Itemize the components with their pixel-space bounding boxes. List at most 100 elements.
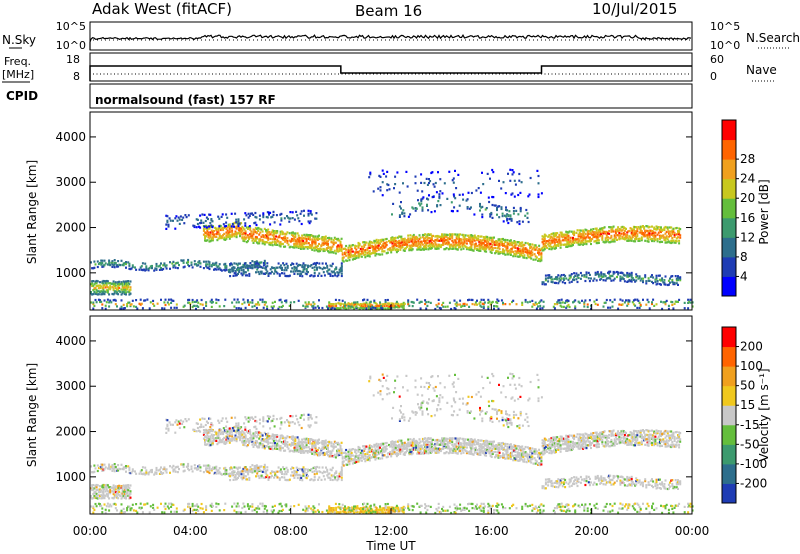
power-echo xyxy=(540,252,543,255)
power-echo xyxy=(328,236,331,239)
power-echo xyxy=(111,263,114,266)
power-echo xyxy=(246,234,249,237)
velocity-echo xyxy=(409,441,412,444)
power-echo xyxy=(441,233,443,236)
power-echo xyxy=(323,238,326,241)
power-echo xyxy=(373,241,376,244)
power-echo xyxy=(313,249,316,252)
velocity-echo xyxy=(419,447,422,450)
velocity-echo xyxy=(253,434,256,437)
power-echo xyxy=(278,242,281,245)
power-echo xyxy=(520,181,523,184)
velocity-echo xyxy=(246,438,249,441)
velocity-echo xyxy=(448,449,451,453)
power-echo xyxy=(218,263,221,266)
velocity-echo xyxy=(342,451,345,454)
power-echo xyxy=(322,238,325,241)
power-echo xyxy=(376,241,379,244)
power-echo xyxy=(656,233,659,236)
power-echo xyxy=(385,304,388,307)
velocity-echo xyxy=(265,434,267,437)
power-echo xyxy=(513,241,516,245)
power-echo xyxy=(348,303,351,306)
power-echo xyxy=(164,303,167,307)
power-echo xyxy=(482,305,485,308)
power-echo xyxy=(401,305,404,308)
power-echo xyxy=(251,239,254,242)
power-echo xyxy=(642,231,644,235)
power-echo xyxy=(597,273,600,276)
power-echo xyxy=(502,301,504,304)
power-echo xyxy=(507,250,510,253)
power-echo xyxy=(341,306,344,309)
power-echo xyxy=(303,264,306,267)
power-echo xyxy=(480,243,483,246)
power-echo xyxy=(217,231,220,234)
power-echo xyxy=(318,237,320,240)
power-echo xyxy=(399,242,402,245)
power-echo xyxy=(411,305,414,308)
velocity-echo xyxy=(293,450,296,453)
power-echo xyxy=(451,245,454,248)
velocity-echo xyxy=(408,453,411,456)
power-echo xyxy=(258,238,261,241)
power-echo xyxy=(100,259,103,262)
velocity-echo xyxy=(479,445,482,448)
power-echo xyxy=(601,231,604,234)
velocity-echo xyxy=(358,454,361,457)
power-echo xyxy=(337,274,340,277)
velocity-echo xyxy=(226,433,229,436)
velocity-echo xyxy=(423,438,425,441)
power-echo xyxy=(437,298,440,301)
power-echo xyxy=(587,277,590,280)
velocity-echo xyxy=(377,457,380,460)
power-echo xyxy=(494,246,497,250)
power-echo xyxy=(588,273,591,276)
power-echo xyxy=(332,243,335,246)
velocity-echo xyxy=(316,442,319,445)
power-echo xyxy=(125,280,127,283)
velocity-echo xyxy=(357,458,360,461)
power-echo xyxy=(388,305,391,308)
power-echo xyxy=(333,241,336,244)
velocity-echo xyxy=(322,451,325,455)
power-echo xyxy=(379,186,382,189)
velocity-echo xyxy=(293,439,296,443)
power-echo xyxy=(454,243,457,246)
power-echo xyxy=(349,248,352,251)
power-echo xyxy=(364,251,367,254)
power-echo xyxy=(371,304,374,307)
power-echo xyxy=(600,271,603,274)
power-echo xyxy=(99,281,101,284)
power-echo xyxy=(196,222,199,226)
power-echo xyxy=(664,283,667,286)
power-echo xyxy=(175,261,178,265)
power-echo xyxy=(362,307,365,310)
velocity-echo xyxy=(301,447,304,450)
power-echo xyxy=(336,271,339,274)
power-echo xyxy=(271,301,274,304)
power-echo xyxy=(535,303,538,306)
power-echo xyxy=(250,236,253,239)
power-echo xyxy=(295,210,298,213)
power-echo xyxy=(594,227,597,230)
power-echo xyxy=(661,279,664,282)
velocity-echo xyxy=(219,440,222,443)
power-echo xyxy=(235,307,238,310)
power-echo xyxy=(129,280,132,283)
power-echo xyxy=(99,286,101,290)
power-echo xyxy=(582,235,585,238)
velocity-echo xyxy=(374,448,377,451)
power-echo xyxy=(410,244,413,247)
velocity-echo xyxy=(344,455,346,458)
power-echo xyxy=(428,194,430,197)
velocity-echo xyxy=(262,438,265,441)
power-echo xyxy=(539,304,542,307)
power-echo xyxy=(284,240,287,243)
power-echo xyxy=(227,233,230,236)
power-echo xyxy=(651,225,653,228)
power-echo xyxy=(665,237,668,240)
velocity-echo xyxy=(332,443,335,446)
velocity-echo xyxy=(411,444,414,447)
velocity-echo xyxy=(408,443,411,446)
